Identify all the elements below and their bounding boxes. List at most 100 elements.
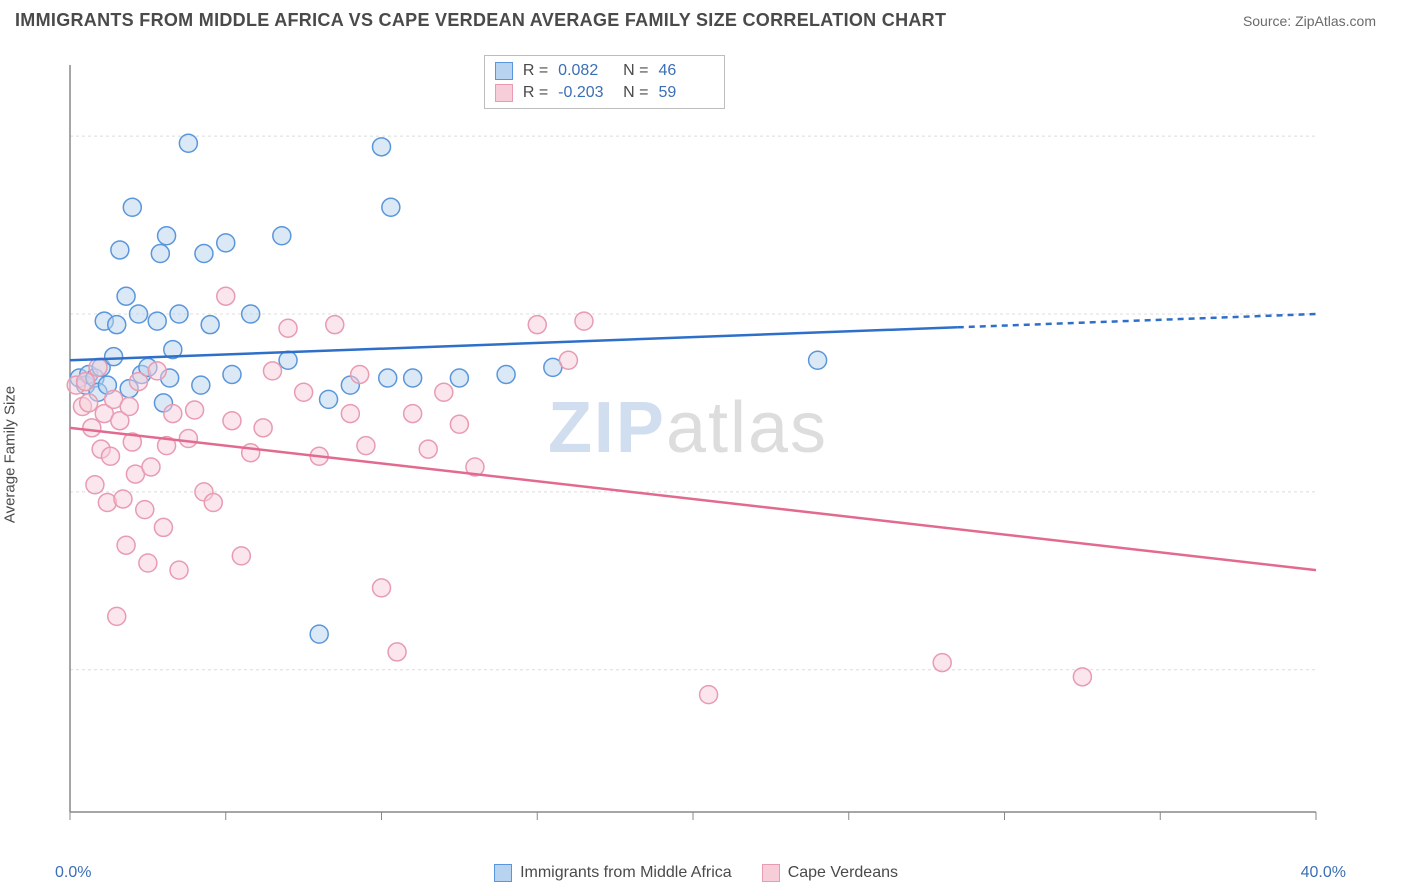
scatter-point <box>435 383 453 401</box>
scatter-point <box>809 351 827 369</box>
trend-line-extrapolated <box>958 314 1316 327</box>
scatter-point <box>1073 668 1091 686</box>
scatter-point <box>933 654 951 672</box>
legend-label: Cape Verdeans <box>788 864 898 882</box>
scatter-point <box>86 476 104 494</box>
stat-r-label: R = <box>523 84 548 102</box>
scatter-point <box>151 245 169 263</box>
scatter-point <box>559 351 577 369</box>
scatter-point <box>223 365 241 383</box>
scatter-point <box>404 405 422 423</box>
scatter-point <box>83 419 101 437</box>
scatter-point <box>154 518 172 536</box>
scatter-point <box>351 365 369 383</box>
scatter-point <box>700 686 718 704</box>
scatter-point <box>373 579 391 597</box>
scatter-point <box>179 430 197 448</box>
scatter-point <box>382 198 400 216</box>
scatter-point <box>130 305 148 323</box>
scatter-point <box>148 312 166 330</box>
scatter-point <box>117 287 135 305</box>
scatter-point <box>120 397 138 415</box>
scatter-point <box>404 369 422 387</box>
scatter-point <box>242 444 260 462</box>
scatter-point <box>357 437 375 455</box>
scatter-point <box>273 227 291 245</box>
scatter-point <box>201 316 219 334</box>
scatter-point <box>242 305 260 323</box>
scatter-point <box>80 394 98 412</box>
scatter-point <box>123 198 141 216</box>
scatter-point <box>341 405 359 423</box>
scatter-point <box>170 561 188 579</box>
scatter-point <box>528 316 546 334</box>
bottom-legend: 0.0% Immigrants from Middle Africa Cape V… <box>0 864 1406 882</box>
scatter-point <box>142 458 160 476</box>
scatter-point <box>379 369 397 387</box>
scatter-point <box>279 351 297 369</box>
scatter-point <box>320 390 338 408</box>
stat-n-value: 59 <box>659 84 714 102</box>
scatter-point <box>279 319 297 337</box>
legend-item: Cape Verdeans <box>762 864 898 882</box>
scatter-point <box>217 234 235 252</box>
stats-legend-box: R = 0.082 N = 46 R = -0.203 N = 59 <box>484 55 725 109</box>
stat-n-label: N = <box>623 62 648 80</box>
scatter-point <box>139 554 157 572</box>
scatter-point <box>77 373 95 391</box>
legend-swatch <box>762 864 780 882</box>
scatter-point <box>310 625 328 643</box>
x-axis-min-label: 0.0% <box>55 864 91 882</box>
scatter-point <box>170 305 188 323</box>
scatter-point <box>204 494 222 512</box>
scatter-point <box>105 348 123 366</box>
scatter-point <box>117 536 135 554</box>
scatter-point <box>111 241 129 259</box>
scatter-point <box>108 316 126 334</box>
legend-item: Immigrants from Middle Africa <box>494 864 732 882</box>
legend-swatch <box>495 62 513 80</box>
scatter-point <box>192 376 210 394</box>
scatter-point <box>186 401 204 419</box>
x-axis-max-label: 40.0% <box>1301 864 1346 882</box>
trend-line <box>70 428 1316 570</box>
scatter-point <box>164 405 182 423</box>
page-title: IMMIGRANTS FROM MIDDLE AFRICA VS CAPE VE… <box>15 10 946 31</box>
scatter-point <box>450 369 468 387</box>
stat-n-value: 46 <box>659 62 714 80</box>
scatter-point <box>136 501 154 519</box>
scatter-point <box>373 138 391 156</box>
source-label: Source: ZipAtlas.com <box>1243 13 1376 29</box>
legend-swatch <box>494 864 512 882</box>
stats-row: R = 0.082 N = 46 <box>495 60 714 82</box>
stat-r-label: R = <box>523 62 548 80</box>
scatter-point <box>130 373 148 391</box>
scatter-point <box>223 412 241 430</box>
scatter-point <box>254 419 272 437</box>
scatter-point <box>326 316 344 334</box>
scatter-point <box>295 383 313 401</box>
scatter-point <box>114 490 132 508</box>
scatter-point <box>89 358 107 376</box>
scatter-chart: 2.503.003.504.00 <box>50 55 1326 832</box>
scatter-point <box>101 447 119 465</box>
scatter-point <box>148 362 166 380</box>
stat-r-value: 0.082 <box>558 62 613 80</box>
stats-row: R = -0.203 N = 59 <box>495 82 714 104</box>
scatter-point <box>108 607 126 625</box>
scatter-point <box>497 365 515 383</box>
scatter-point <box>217 287 235 305</box>
legend-swatch <box>495 84 513 102</box>
scatter-point <box>232 547 250 565</box>
stat-n-label: N = <box>623 84 648 102</box>
stat-r-value: -0.203 <box>558 84 613 102</box>
legend-label: Immigrants from Middle Africa <box>520 864 732 882</box>
scatter-point <box>195 245 213 263</box>
scatter-point <box>179 134 197 152</box>
scatter-point <box>263 362 281 380</box>
scatter-point <box>575 312 593 330</box>
y-axis-label: Average Family Size <box>2 386 19 523</box>
scatter-point <box>158 227 176 245</box>
scatter-point <box>419 440 437 458</box>
chart-area: 2.503.003.504.00 ZIPatlas R = 0.082 N = … <box>50 55 1326 832</box>
